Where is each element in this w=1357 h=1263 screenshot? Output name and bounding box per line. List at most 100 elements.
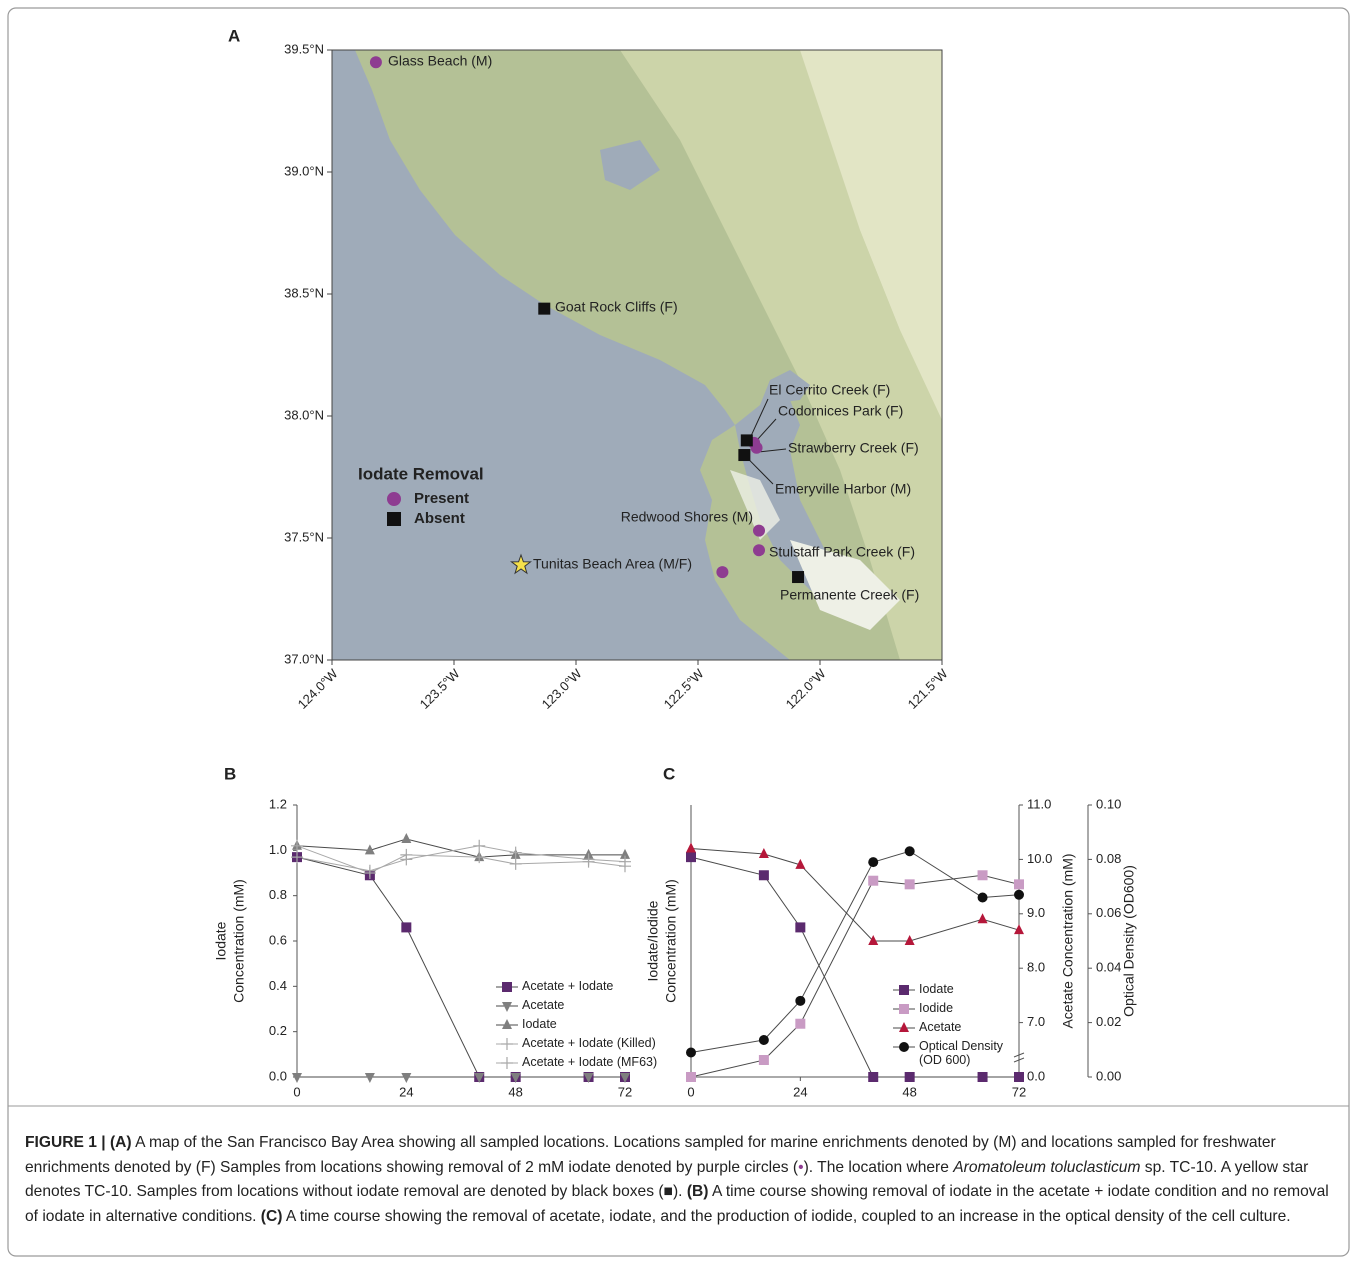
site-label: Stulstaff Park Creek (F) — [769, 544, 915, 560]
y-axis-label: Iodate/Iodide — [645, 900, 661, 981]
legend-label: Iodate — [522, 1017, 682, 1031]
data-point — [686, 1072, 696, 1082]
data-point — [868, 857, 878, 867]
caption-text: FIGURE 1 | (A) — [25, 1134, 132, 1151]
data-point — [510, 847, 522, 859]
data-point — [292, 1073, 302, 1083]
y3-tick-label: 0.08 — [1096, 851, 1121, 866]
series-line — [297, 839, 625, 857]
y2-tick-label: 8.0 — [1027, 960, 1045, 975]
y-tick-label: 0.2 — [269, 1023, 287, 1038]
lon-tick-label: 123.5°W — [417, 665, 463, 711]
y2-tick-label: 7.0 — [1027, 1014, 1045, 1029]
legend-entry: Optical Density (OD 600) — [919, 1039, 1024, 1079]
data-point — [401, 833, 411, 843]
y2-tick-label: 11.0 — [1027, 796, 1051, 811]
legend-marker — [899, 1022, 909, 1032]
caption-text: ). The location where — [804, 1159, 954, 1176]
panel-label: B — [224, 764, 236, 783]
lat-tick-label: 37.5°N — [284, 529, 324, 544]
y3-tick-label: 0.00 — [1096, 1068, 1121, 1083]
caption-text: (C) — [261, 1208, 283, 1225]
legend-marker — [501, 1038, 513, 1050]
legend-marker — [502, 1019, 512, 1029]
y-tick-label: 0.4 — [269, 978, 287, 993]
y3-tick-label: 0.04 — [1096, 960, 1121, 975]
site-label: Permanente Creek (F) — [780, 587, 919, 603]
x-tick-label: 0 — [687, 1084, 694, 1099]
lon-tick-label: 121.5°W — [905, 665, 951, 711]
series-line — [297, 846, 625, 871]
data-point — [510, 858, 522, 870]
data-point — [795, 922, 805, 932]
data-point — [905, 879, 915, 889]
site-label: Strawberry Creek (F) — [788, 440, 919, 456]
legend-label: Acetate + Iodate (MF63) — [522, 1055, 682, 1069]
site-marker — [792, 571, 804, 583]
series-line — [691, 849, 1019, 941]
y-tick-label: 0.8 — [269, 887, 287, 902]
data-point — [795, 1019, 805, 1029]
map-legend-marker — [387, 512, 401, 526]
site-marker — [538, 303, 550, 315]
legend-marker — [502, 982, 512, 992]
site-marker — [753, 544, 765, 556]
legend-marker — [899, 1042, 909, 1052]
site-marker — [370, 56, 382, 68]
data-point — [365, 1073, 375, 1083]
site-marker — [753, 525, 765, 537]
y-tick-label: 1.0 — [269, 842, 287, 857]
data-point — [978, 870, 988, 880]
y-axis-label: Iodate — [213, 921, 229, 960]
map-legend-label: Absent — [414, 510, 465, 527]
y-axis-label: Concentration (mM) — [231, 879, 247, 1003]
x-tick-label: 72 — [1012, 1084, 1026, 1099]
site-marker — [738, 449, 750, 461]
legend-label: Acetate + Iodate (Killed) — [522, 1036, 682, 1050]
data-point — [686, 1048, 696, 1058]
site-label: Redwood Shores (M) — [621, 509, 753, 525]
lon-tick-label: 123.0°W — [539, 665, 585, 711]
caption-text: A time course showing the removal of ace… — [282, 1208, 1290, 1225]
legend-label: Acetate — [522, 998, 682, 1012]
lat-tick-label: 39.0°N — [284, 163, 324, 178]
site-marker — [716, 566, 728, 578]
legend-marker — [899, 1004, 909, 1014]
data-point — [473, 851, 485, 863]
y3-tick-label: 0.06 — [1096, 905, 1121, 920]
x-tick-label: 24 — [793, 1084, 807, 1099]
data-point — [978, 892, 988, 902]
figure-page: A B C Iodate Removal 37.0°N37.5°N38.0°N3… — [0, 0, 1357, 1263]
data-point — [795, 996, 805, 1006]
data-point — [686, 852, 696, 862]
lat-tick-label: 38.0°N — [284, 407, 324, 422]
lon-tick-label: 122.5°W — [661, 665, 707, 711]
y-tick-label: 0.6 — [269, 932, 287, 947]
y2-axis-label: Acetate Concentration (mM) — [1060, 853, 1076, 1028]
site-label: El Cerrito Creek (F) — [769, 382, 890, 398]
lat-tick-label: 38.5°N — [284, 285, 324, 300]
data-point — [401, 922, 411, 932]
data-point — [759, 1055, 769, 1065]
y-axis-label: Concentration (mM) — [663, 879, 679, 1003]
legend-entry: Acetate + Iodate (MF63) — [522, 1055, 682, 1095]
data-point — [868, 1072, 878, 1082]
map-legend-label: Present — [414, 490, 469, 507]
data-point — [1014, 879, 1024, 889]
y2-tick-label: 9.0 — [1027, 905, 1045, 920]
lon-tick-label: 122.0°W — [783, 665, 829, 711]
site-label: Glass Beach (M) — [388, 53, 492, 69]
lat-tick-label: 39.5°N — [284, 41, 324, 56]
legend-label: Iodide — [919, 1001, 1024, 1015]
figure: A B C Iodate Removal 37.0°N37.5°N38.0°N3… — [0, 0, 1357, 1263]
data-point — [905, 1072, 915, 1082]
lat-tick-label: 37.0°N — [284, 651, 324, 666]
map-legend-marker — [387, 492, 401, 506]
caption-text: Aromatoleum toluclasticum — [953, 1159, 1140, 1176]
legend-marker — [501, 1057, 513, 1069]
y3-axis-label: Optical Density (OD600) — [1121, 865, 1137, 1017]
data-point — [868, 935, 878, 945]
map-legend-title: Iodate Removal — [358, 464, 484, 483]
site-label: Emeryville Harbor (M) — [775, 481, 911, 497]
caption: FIGURE 1 | (A) A map of the San Francisc… — [25, 1131, 1337, 1229]
